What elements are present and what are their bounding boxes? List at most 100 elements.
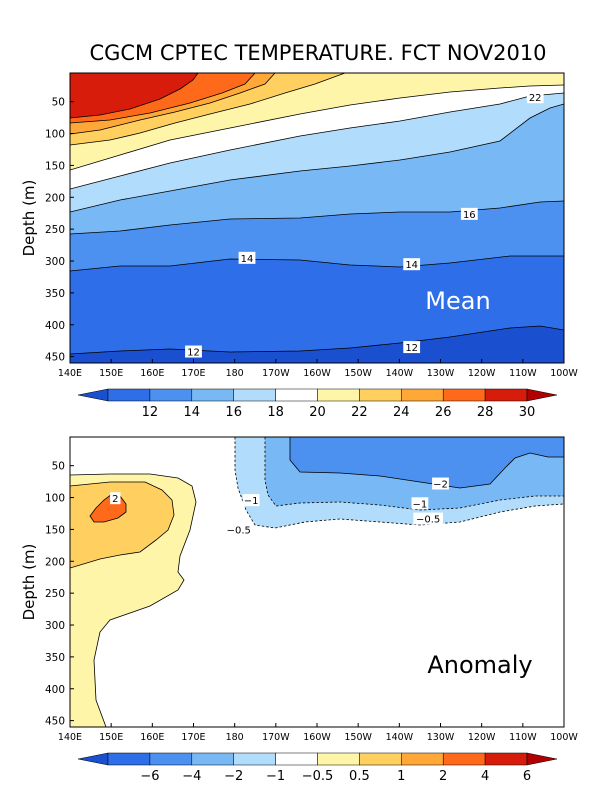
- y-tick-label: 200: [45, 556, 65, 568]
- contour-label-bg: [413, 512, 443, 525]
- y-tick-label: 300: [45, 256, 65, 268]
- colorbar-tick-label: −2: [224, 769, 243, 784]
- colorbar-tick-label: 4: [481, 769, 489, 784]
- anomaly-y-axis: 50 100 150 200 250 300 350 400 450: [45, 461, 74, 728]
- x-tick-label: 170E: [181, 732, 205, 743]
- colorbar-tick-label: 22: [351, 405, 368, 420]
- x-tick-label: 160W: [303, 368, 331, 379]
- colorbar-tick-label: 20: [309, 405, 326, 420]
- colorbar-low-arrow: [77, 388, 109, 402]
- colorbar-segment: [107, 388, 151, 402]
- x-tick-label: 140E: [58, 732, 82, 743]
- mean-contour-line: [70, 73, 199, 119]
- contour-label-bg: [110, 492, 121, 505]
- colorbar-segment: [442, 752, 486, 766]
- anomaly-x-axis: 140E 150E 160E 170E 180 170W 160W 150W 140W 130W 1…: [58, 723, 578, 743]
- colorbar-tick-label: 26: [435, 405, 452, 420]
- contour-label-bg: [403, 258, 421, 271]
- x-tick-label: 130W: [427, 368, 455, 379]
- anomaly-contour-line: [70, 481, 175, 569]
- contour-label: −1: [413, 499, 428, 510]
- x-tick-label: 130W: [427, 732, 455, 743]
- contour-label: 2: [112, 494, 118, 505]
- colorbar-segment: [275, 388, 318, 402]
- colorbar-tick-label: −6: [140, 769, 159, 784]
- contour-label-bg: [185, 345, 202, 358]
- colorbar-tick-label: 16: [225, 405, 242, 420]
- colorbar-tick-label: 0.5: [349, 769, 370, 784]
- x-tick-label: 170E: [181, 368, 205, 379]
- x-tick-label: 170W: [262, 732, 290, 743]
- colorbar-segment: [359, 388, 402, 402]
- colorbar-segment: [442, 388, 486, 402]
- mean-x-axis: 140E 150E 160E 170E 180 170W 160W 150W 140W 130W 1…: [58, 359, 578, 379]
- anomaly-panel-label: Anomaly: [427, 651, 532, 679]
- mean-y-axis: 50 100 150 200 250 300 350 400 450: [45, 97, 74, 364]
- contour-label-bg: [526, 91, 544, 104]
- mean-contour-line: [70, 84, 564, 171]
- contour-label-bg: [432, 477, 449, 490]
- y-tick-label: 450: [45, 716, 65, 728]
- mean-contour-line: [70, 73, 346, 146]
- mean-contour-line: [70, 73, 276, 135]
- colorbar-segment: [401, 388, 444, 402]
- x-tick-label: 160W: [303, 732, 331, 743]
- x-tick-label: 140W: [386, 732, 414, 743]
- colorbar-high-arrow: [526, 388, 558, 402]
- x-tick-label: 100W: [550, 732, 578, 743]
- colorbar-tick-label: −4: [182, 769, 201, 784]
- anomaly-contour-line: [70, 473, 197, 727]
- colorbar-segment: [191, 388, 234, 402]
- mean-contour-line: [70, 255, 564, 272]
- y-tick-label: 50: [52, 461, 65, 473]
- chart-title: CGCM CPTEC TEMPERATURE. FCT NOV2010: [89, 41, 546, 65]
- contour-label: −1: [244, 496, 259, 507]
- contour-label: 12: [187, 348, 200, 359]
- colorbar-tick-label: 1: [397, 769, 405, 784]
- y-tick-label: 150: [45, 524, 65, 536]
- anomaly-contour-line: [234, 437, 564, 529]
- x-tick-label: 180: [226, 732, 244, 743]
- mean-contour-fields: [70, 73, 564, 363]
- anomaly-negative-contour-lines: [234, 437, 564, 529]
- x-tick-label: 100W: [550, 368, 578, 379]
- colorbar-segment: [359, 752, 402, 766]
- colorbar-segment: [107, 752, 151, 766]
- colorbar-tick-label: 2: [439, 769, 447, 784]
- y-tick-label: 100: [45, 493, 65, 505]
- x-tick-label: 150E: [99, 732, 123, 743]
- contour-label-bg: [238, 251, 256, 264]
- contour-label: −0.5: [227, 525, 251, 536]
- y-tick-label: 150: [45, 160, 65, 172]
- mean-panel: 140E 150E 160E 170E 180 170W 160W 150W 140W 130W 1…: [20, 72, 578, 420]
- mean-contour-labels: 22 16 14 14 12 12: [185, 91, 544, 359]
- colorbar-segment: [233, 752, 276, 766]
- anomaly-panel: 140E 150E 160E 170E 180 170W 160W 150W 140W 130W 1…: [20, 436, 578, 784]
- x-tick-label: 110W: [509, 732, 537, 743]
- anomaly-band-1-2: [70, 482, 174, 568]
- contour-label: 14: [405, 260, 418, 271]
- colorbar-tick-label: 14: [184, 405, 201, 420]
- colorbar-low-arrow: [77, 752, 109, 766]
- colorbar-segment: [484, 752, 528, 766]
- mean-contour-line: [70, 92, 564, 190]
- anomaly-contour-labels: 2 −2 −1 −1 −0.5 −0.5: [110, 477, 449, 536]
- mean-colorbar: 12 14 16 18 20 22 24 26 28 30: [77, 388, 558, 420]
- colorbar-segment: [191, 752, 234, 766]
- y-tick-label: 350: [45, 652, 65, 664]
- mean-contour-line: [70, 200, 564, 235]
- x-tick-label: 140W: [386, 368, 414, 379]
- contour-label-bg: [223, 523, 254, 536]
- contour-label-bg: [403, 341, 421, 354]
- contour-label-bg: [411, 497, 429, 510]
- y-tick-label: 400: [45, 684, 65, 696]
- colorbar-high-arrow: [526, 752, 558, 766]
- anomaly-band-minus4-minus2: [290, 437, 564, 488]
- x-tick-label: 150W: [344, 732, 372, 743]
- contour-label: 12: [405, 343, 418, 354]
- colorbar-segment: [149, 388, 193, 402]
- anomaly-contour-line: [264, 437, 564, 511]
- contour-label: 16: [463, 210, 476, 221]
